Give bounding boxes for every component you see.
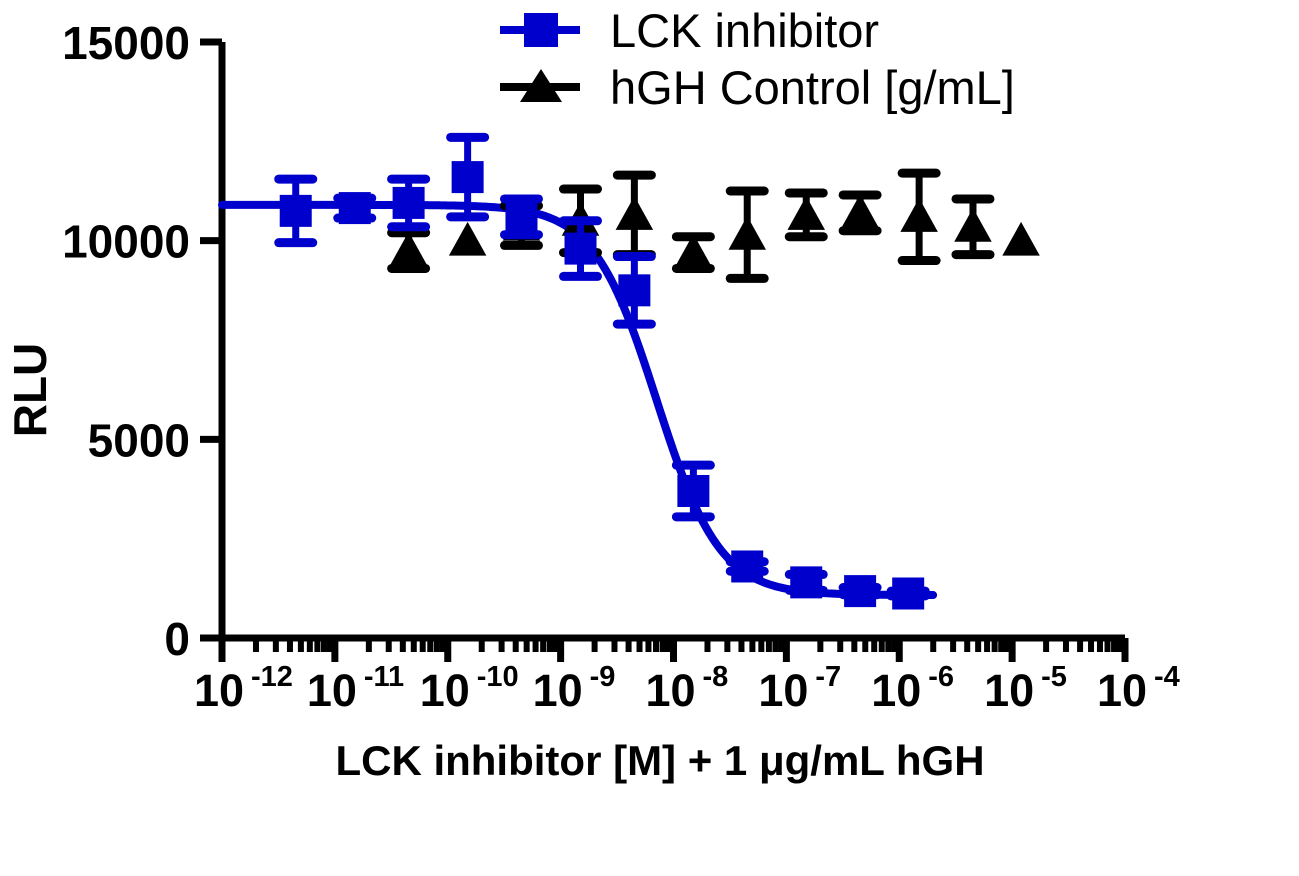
marker-square (451, 161, 484, 194)
x-tick-exponent: -10 (477, 661, 519, 693)
datapoint (838, 575, 882, 608)
datapoint (499, 194, 543, 240)
x-title-mu: μ (759, 737, 785, 784)
x-tick-exponent: -4 (1154, 661, 1180, 693)
y-axis-title: RLU (4, 343, 56, 438)
datapoint (671, 460, 715, 522)
x-tick-label-1e-7: 10 -7 (758, 661, 841, 716)
marker-square (279, 194, 312, 227)
datapoint (559, 216, 603, 281)
x-tick-label-1e-4: 10 -4 (1097, 661, 1180, 716)
legend-marker-square (524, 13, 558, 47)
datapoint (897, 168, 941, 266)
x-tick-exponent: -9 (590, 661, 616, 693)
x-tick-mantissa: 10 (645, 665, 695, 716)
x-tick-exponent: -11 (364, 661, 404, 693)
datapoint (838, 190, 882, 236)
marker-square (505, 200, 538, 233)
marker-triangle (674, 233, 713, 268)
marker-square (564, 232, 597, 265)
datapoint (446, 132, 490, 222)
y-tick-label-0: 0 (164, 613, 190, 665)
x-tick-mantissa: 10 (871, 665, 921, 716)
marker-triangle (841, 194, 879, 228)
legend-label: LCK inhibitor (610, 4, 879, 57)
x-tick-mantissa: 10 (984, 665, 1034, 716)
x-title-pre: LCK inhibitor [M] + 1 (335, 737, 758, 784)
x-tick-labels: 10 -12 10 -11 10 -10 10 -9 10 -8 10 -7 10 -6 10 -5 10 -4 (194, 661, 1180, 716)
x-tick-exponent: -5 (1041, 661, 1067, 693)
marker-square (892, 577, 925, 610)
datapoint (671, 232, 715, 273)
x-tick-label-1e-11: 10 -11 (307, 661, 404, 716)
marker-triangle (448, 221, 487, 256)
legend-label: hGH Control [g/mL] (610, 61, 1015, 114)
marker-square (618, 274, 651, 307)
x-tick-mantissa: 10 (307, 665, 357, 716)
datapoint (448, 221, 487, 256)
y-tick-labels: 0 5000 10000 15000 (62, 17, 190, 665)
y-tick-label-10000: 10000 (62, 216, 190, 268)
y-tick-label-5000: 5000 (88, 414, 190, 466)
x-tick-exponent: -12 (251, 661, 293, 693)
marker-square (392, 186, 425, 219)
x-tick-label-1e-12: 10 -12 (194, 661, 293, 716)
legend-item-1[interactable]: LCK inhibitor (500, 4, 879, 57)
legend-item-2[interactable]: hGH Control [g/mL] (500, 61, 1015, 114)
x-tick-mantissa: 10 (533, 665, 583, 716)
x-tick-exponent: -6 (928, 661, 954, 693)
datapoint (784, 566, 828, 599)
datapoint (725, 186, 769, 283)
datapoint (274, 174, 318, 248)
y-tick-label-15000: 15000 (62, 17, 190, 69)
marker-triangle (954, 208, 992, 242)
axis-group (200, 38, 1129, 662)
datapoint (612, 252, 656, 329)
marker-triangle (615, 196, 654, 230)
marker-triangle (1002, 221, 1040, 256)
legend-marker-triangle (520, 69, 562, 102)
datapoint (725, 550, 769, 583)
marker-triangle (728, 215, 766, 250)
series-hgh-control (387, 168, 1040, 283)
series-lck-inhibitor (274, 132, 930, 610)
x-tick-mantissa: 10 (758, 665, 808, 716)
x-tick-label-1e-6: 10 -6 (871, 661, 954, 716)
datapoint (612, 170, 656, 260)
datapoint (333, 192, 377, 225)
datapoint (886, 577, 930, 610)
datapoint (1002, 221, 1040, 256)
marker-triangle (389, 231, 428, 266)
datapoint (784, 188, 828, 242)
y-tick-marks (200, 38, 222, 642)
x-tick-mantissa: 10 (420, 665, 470, 716)
datapoint (951, 194, 995, 260)
datapoint (387, 228, 431, 273)
marker-triangle (787, 196, 826, 230)
x-tick-exponent: -8 (703, 661, 729, 693)
x-tick-label-1e-9: 10 -9 (533, 661, 616, 716)
x-title-post: g/mL hGH (785, 737, 985, 784)
marker-square (790, 566, 823, 599)
x-tick-label-1e-8: 10 -8 (645, 661, 728, 716)
marker-square (731, 550, 764, 583)
datapoint (387, 174, 431, 232)
x-tick-marks (218, 638, 1129, 662)
marker-square (844, 575, 877, 608)
marker-square (338, 192, 371, 225)
x-tick-label-1e-10: 10 -10 (420, 661, 519, 716)
x-tick-mantissa: 10 (1097, 665, 1147, 716)
x-axis-title: LCK inhibitor [M] + 1 μg/mL hGH (335, 737, 984, 784)
x-tick-exponent: -7 (815, 661, 841, 693)
x-tick-label-1e-5: 10 -5 (984, 661, 1067, 716)
marker-triangle (900, 198, 938, 232)
x-tick-mantissa: 10 (194, 665, 244, 716)
marker-square (677, 474, 710, 507)
